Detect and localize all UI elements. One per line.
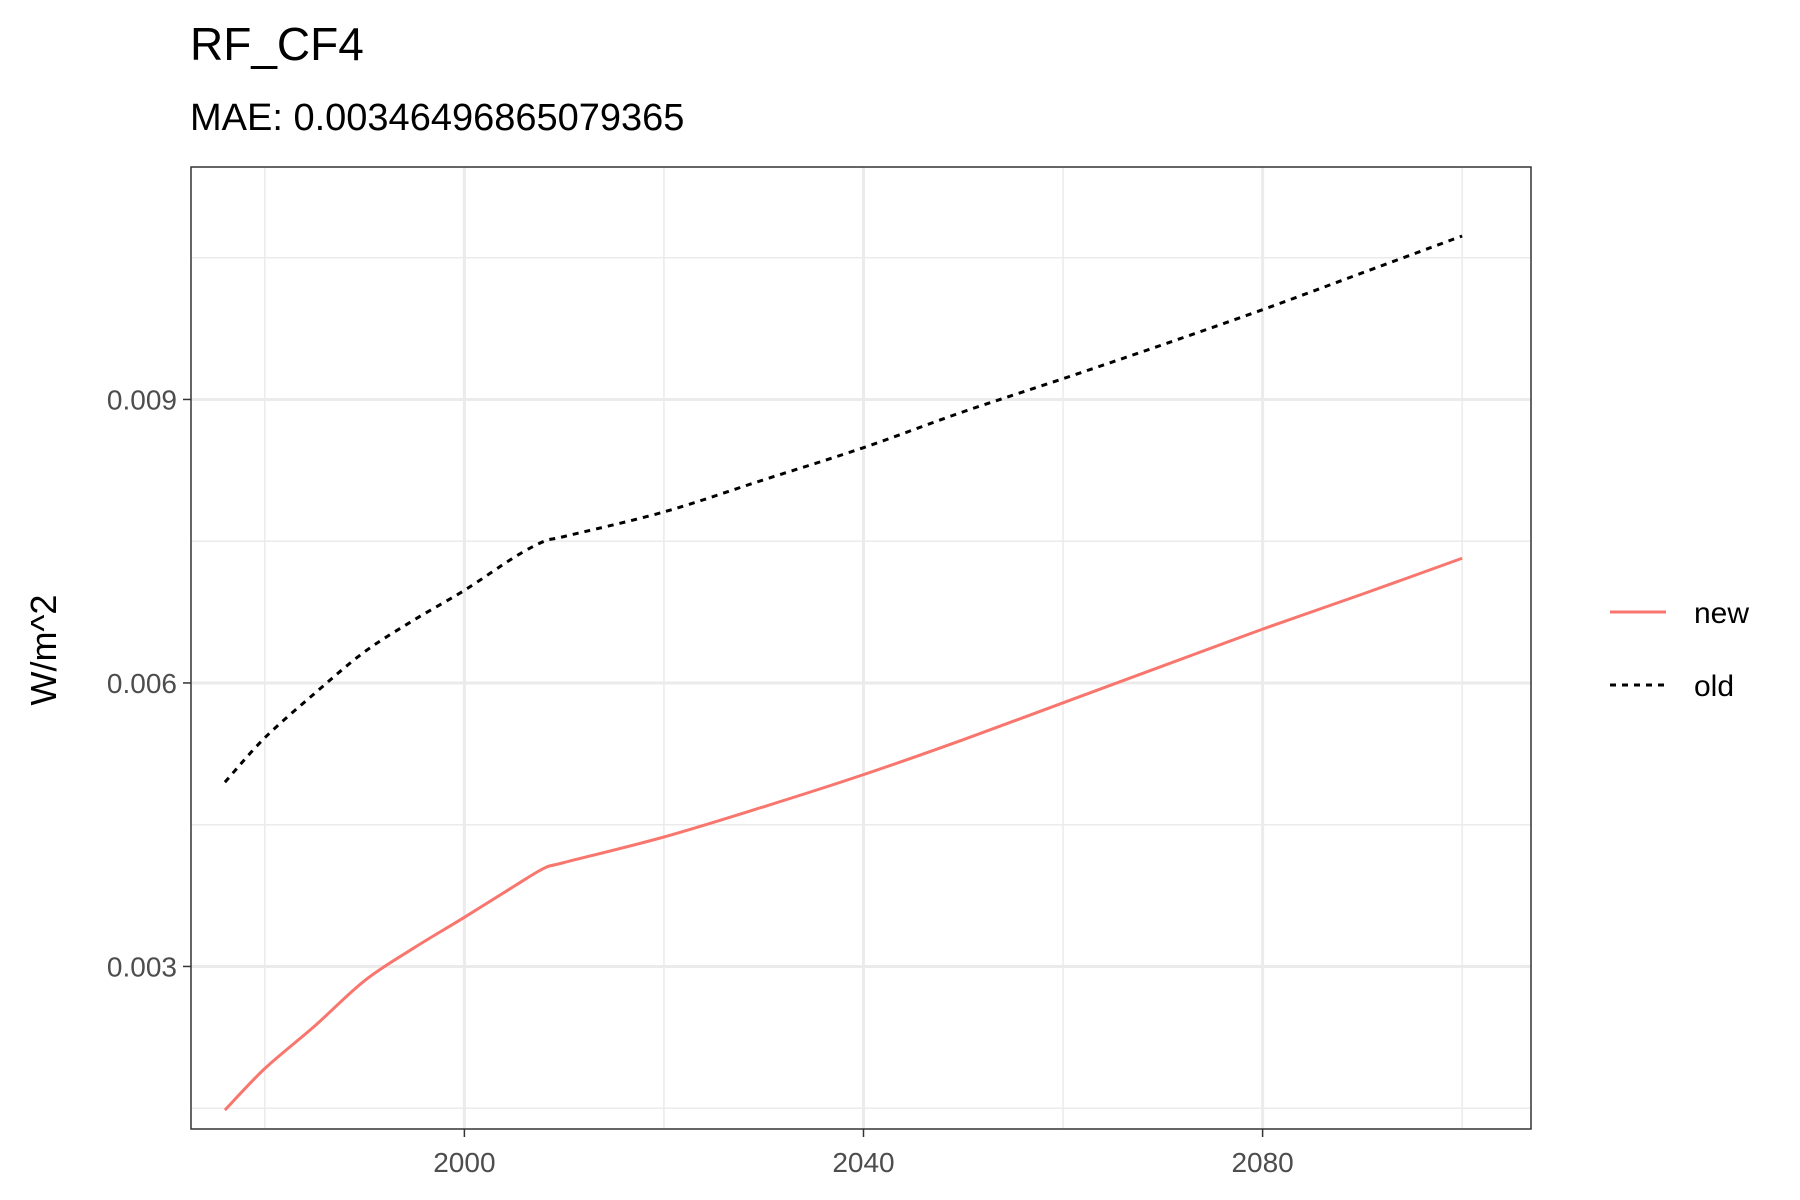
legend: new old bbox=[1610, 597, 1749, 703]
grid bbox=[191, 167, 1531, 1129]
series-line-new bbox=[223, 556, 1463, 1112]
axes: 2000 2040 2080 0.003 0.006 0.009 bbox=[107, 384, 1294, 1178]
legend-label-old: old bbox=[1694, 670, 1734, 703]
y-tick-label: 0.003 bbox=[107, 951, 177, 982]
plot-panel-border bbox=[190, 166, 1532, 1130]
chart-subtitle: MAE: 0.00346496865079365 bbox=[190, 97, 684, 139]
x-tick-label: 2080 bbox=[1231, 1147, 1293, 1178]
x-tick-label: 2000 bbox=[433, 1147, 495, 1178]
series-lines bbox=[223, 234, 1463, 1112]
y-axis-title: W/m^2 bbox=[23, 595, 64, 706]
chart-title: RF_CF4 bbox=[190, 18, 364, 70]
x-tick-label: 2040 bbox=[832, 1147, 894, 1178]
y-tick-label: 0.006 bbox=[107, 668, 177, 699]
series-line-old bbox=[223, 234, 1463, 784]
y-tick-label: 0.009 bbox=[107, 384, 177, 415]
legend-label-new: new bbox=[1694, 597, 1749, 630]
